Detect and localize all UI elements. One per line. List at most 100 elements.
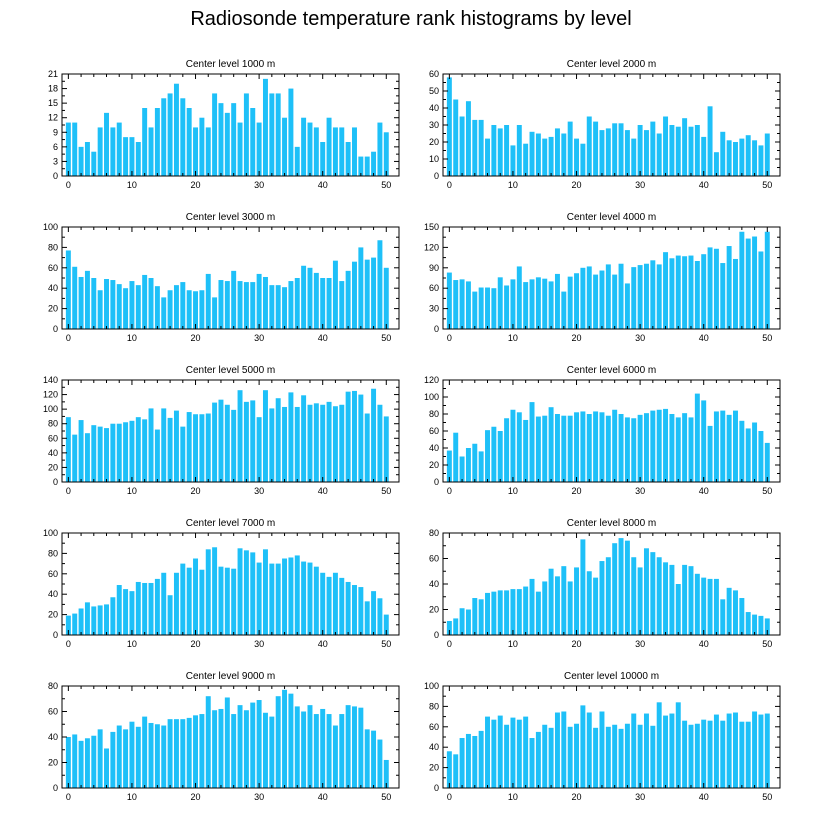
histogram-bar: [243, 282, 249, 329]
x-tick-label: 50: [381, 486, 391, 496]
histogram-bar: [745, 428, 751, 482]
histogram-bar: [694, 723, 700, 788]
y-tick-label: 50: [429, 86, 439, 96]
panel-title: Center level 2000 m: [567, 59, 657, 70]
histogram-bar: [186, 717, 192, 789]
histogram-bar: [104, 428, 109, 482]
histogram-bar: [339, 577, 345, 635]
histogram-bar: [631, 418, 637, 482]
histogram-bar: [688, 255, 694, 329]
histogram-bar: [275, 696, 281, 788]
histogram-bar: [193, 291, 199, 329]
y-tick-label: 0: [53, 171, 58, 181]
histogram-bar: [320, 278, 326, 329]
histogram-bar: [529, 279, 535, 329]
histogram-bar: [669, 258, 675, 329]
histogram-bar: [485, 716, 490, 788]
y-tick-label: 0: [53, 324, 58, 334]
panel-title: Center level 1000 m: [186, 59, 276, 70]
histogram-bar: [358, 247, 364, 329]
histogram-bar: [752, 711, 758, 788]
histogram-bar: [465, 609, 471, 635]
histogram-bar: [713, 714, 719, 788]
histogram-bar: [631, 557, 637, 635]
histogram-bar: [288, 693, 294, 788]
histogram-bar: [97, 290, 103, 329]
histogram-bar: [110, 280, 116, 329]
histogram-bar: [243, 710, 249, 788]
figure-title: Radiosonde temperature rank histograms b…: [190, 8, 632, 30]
x-tick-label: 10: [508, 639, 518, 649]
histogram-panel: Center level 7000 m 0 10 20 30 40 50 0 20 40 60 80 1…: [43, 518, 400, 649]
histogram-bar: [186, 108, 192, 176]
histogram-bar: [574, 412, 580, 482]
histogram-bar: [313, 403, 319, 482]
histogram-bar: [593, 727, 599, 788]
histogram-bar: [339, 281, 345, 329]
histogram-bar: [154, 578, 160, 635]
histogram-bar: [669, 414, 675, 482]
histogram-bar: [282, 558, 288, 635]
y-tick-label: 100: [43, 404, 58, 414]
histogram-bar: [320, 142, 326, 176]
histogram-bar: [116, 284, 122, 329]
histogram-bar: [205, 413, 211, 482]
histogram-bar: [129, 137, 135, 176]
x-tick-label: 50: [381, 792, 391, 802]
histogram-bar: [574, 723, 580, 788]
x-tick-label: 0: [447, 486, 452, 496]
histogram-bar: [231, 409, 237, 482]
histogram-bar: [123, 422, 129, 482]
histogram-bar: [218, 708, 224, 788]
histogram-bar: [243, 93, 249, 176]
histogram-bar: [243, 401, 249, 482]
histogram-bar: [516, 266, 522, 329]
x-tick-label: 10: [508, 180, 518, 190]
histogram-bar: [663, 408, 669, 482]
histogram-bar: [713, 578, 719, 635]
histogram-bar: [371, 257, 377, 329]
histogram-bar: [764, 231, 770, 329]
histogram-bar: [129, 721, 135, 788]
histogram-bar: [352, 706, 357, 788]
histogram-bar: [733, 410, 738, 482]
histogram-bar: [548, 407, 554, 482]
histogram-bar: [205, 127, 211, 176]
histogram-bar: [491, 426, 497, 482]
histogram-bar: [733, 712, 738, 788]
histogram-bar: [535, 133, 541, 176]
histogram-bar: [497, 715, 503, 788]
histogram-bar: [650, 260, 656, 329]
x-tick-label: 0: [66, 639, 71, 649]
histogram-bar: [84, 142, 90, 176]
histogram-bar: [282, 406, 288, 482]
y-tick-label: 20: [48, 610, 58, 620]
histogram-bar: [675, 417, 681, 482]
histogram-bar: [167, 290, 173, 329]
histogram-bar: [453, 754, 459, 788]
histogram-bar: [193, 127, 199, 176]
histogram-bar: [262, 78, 268, 176]
x-tick-label: 20: [191, 180, 201, 190]
x-tick-label: 40: [318, 639, 328, 649]
histogram-bar: [224, 281, 230, 329]
histogram-bar: [320, 572, 326, 635]
x-tick-label: 10: [127, 486, 137, 496]
histogram-bar: [326, 576, 332, 635]
histogram-bar: [593, 411, 599, 482]
histogram-bar: [739, 420, 745, 482]
histogram-bar: [713, 411, 719, 482]
histogram-bar: [78, 420, 84, 482]
histogram-bar: [752, 236, 758, 329]
histogram-bar: [307, 705, 313, 789]
histogram-bar: [459, 116, 465, 176]
histogram-bar: [643, 130, 649, 176]
histogram-bar: [593, 121, 599, 176]
x-tick-label: 30: [254, 180, 264, 190]
histogram-bar: [656, 557, 662, 635]
histogram-bar: [313, 272, 319, 329]
histogram-bar: [250, 702, 256, 788]
y-tick-label: 100: [43, 528, 58, 538]
panel-title: Center level 4000 m: [567, 212, 657, 223]
y-tick-label: 60: [48, 707, 58, 717]
